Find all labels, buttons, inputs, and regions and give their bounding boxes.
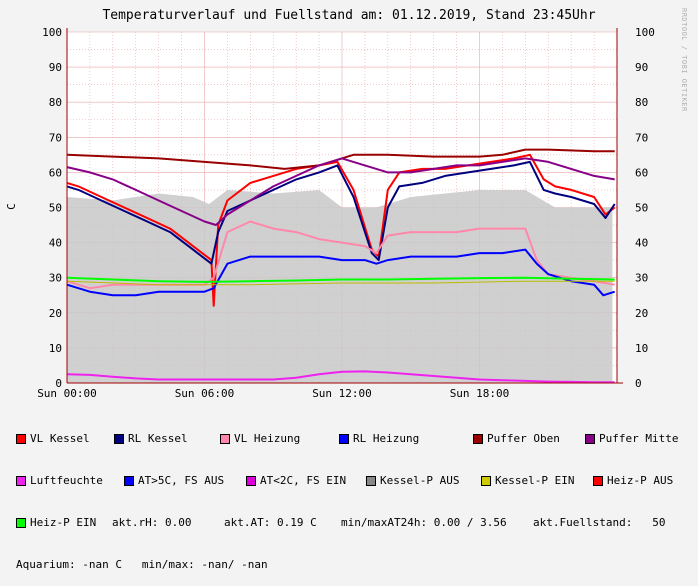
- y-tick-label: 30: [49, 272, 62, 285]
- legend-item-at-gt5: AT>5C, FS AUS: [124, 474, 246, 488]
- legend-swatch: [16, 476, 26, 486]
- y-tick-label-right: 90: [635, 61, 648, 74]
- series-vl-kessel: [66, 153, 616, 307]
- legend-swatch: [246, 476, 256, 486]
- legend-item-kessel-p-ein: Kessel-P EIN: [481, 474, 593, 488]
- legend-swatch: [16, 434, 26, 444]
- legend-row-3: Heiz-P EIN akt.rH: 0.00 akt.AT: 0.19 C m…: [16, 516, 678, 530]
- y-tick-label-right: 60: [635, 166, 648, 179]
- y-tick-label-right: 30: [635, 272, 648, 285]
- y-tick-label-right: 40: [635, 237, 648, 250]
- legend-item-vl-kessel: VL Kessel: [16, 432, 114, 446]
- x-tick-label: Sun 12:00: [312, 387, 372, 400]
- y-tick-label-right: 0: [635, 377, 642, 390]
- y-tick-label: 20: [49, 307, 62, 320]
- y-tick-label-right: 10: [635, 342, 648, 355]
- legend-swatch: [481, 476, 491, 486]
- chart-plot: 0 0 10 10 20 20 30 30 40 40 50 50 60 60 70 70 80 80 90 90 10…: [37, 26, 655, 400]
- legend-label: Heiz-P EIN: [30, 516, 97, 529]
- y-tick-label: 0: [55, 377, 62, 390]
- axes: [66, 28, 623, 384]
- legend-swatch: [124, 476, 134, 486]
- legend-item-at-lt2: AT<2C, FS EIN: [246, 474, 366, 488]
- y-tick-label-right: 20: [635, 307, 648, 320]
- series-puffer-mitte: [66, 157, 615, 226]
- y-tick-label-right: 80: [635, 96, 648, 109]
- area-kessel-p-aus: [67, 189, 613, 383]
- stat-aquarium: Aquarium: -nan C min/max: -nan/ -nan: [16, 558, 268, 571]
- series-heiz-p-ein: [66, 276, 615, 283]
- legend-item-rl-heizung: RL Heizung: [339, 432, 473, 446]
- x-tick-label: Sun 06:00: [175, 387, 235, 400]
- y-tick-label: 90: [49, 61, 62, 74]
- stat-minmax: min/maxAT24h: 0.00 / 3.56: [341, 516, 507, 529]
- legend-label: Heiz-P AUS: [607, 474, 674, 487]
- legend-swatch: [339, 434, 349, 444]
- series-rl-heizung: [66, 248, 616, 297]
- y-tick-label: 80: [49, 96, 62, 109]
- legend-item-kessel-p-aus: Kessel-P AUS: [366, 474, 481, 488]
- y-tick-label: 40: [49, 237, 62, 250]
- legend-label: Luftfeuchte: [30, 474, 103, 487]
- legend-label: Puffer Mitte: [599, 432, 679, 445]
- legend-item-vl-heizung: VL Heizung: [220, 432, 339, 446]
- stat-rh: akt.rH: 0.00: [112, 516, 192, 529]
- stat-fuellstand: akt.Fuellstand: 50: [533, 516, 666, 529]
- legend-label: Kessel-P EIN: [495, 474, 575, 487]
- legend-label: AT<2C, FS EIN: [260, 474, 347, 487]
- watermark: RRDTOOL / TOBI OETIKER: [680, 8, 688, 112]
- x-tick-label: Sun 18:00: [450, 387, 510, 400]
- legend-item-puffer-oben: Puffer Oben: [473, 432, 585, 446]
- legend-swatch: [473, 434, 483, 444]
- legend-swatch: [220, 434, 230, 444]
- y-tick-label-right: 70: [635, 131, 648, 144]
- legend-label: Kessel-P AUS: [380, 474, 460, 487]
- legend: VL Kessel RL Kessel VL Heizung RL Heizun…: [16, 404, 678, 586]
- stat-at: akt.AT: 0.19 C: [224, 516, 317, 529]
- y-tick-label: 10: [49, 342, 62, 355]
- series-rl-kessel: [66, 160, 616, 265]
- series-puffer-oben: [66, 148, 615, 170]
- legend-item-luftfeuchte: Luftfeuchte: [16, 474, 124, 488]
- y-tick-label-right: 50: [635, 202, 648, 215]
- legend-item-heiz-p-aus: Heiz-P AUS: [593, 474, 673, 488]
- legend-label: VL Kessel: [30, 432, 90, 445]
- area-layer: [67, 189, 613, 383]
- legend-label: Puffer Oben: [487, 432, 560, 445]
- y-tick-label: 60: [49, 166, 62, 179]
- y-tick-label-right: 100: [635, 26, 655, 39]
- y-tick-label: 70: [49, 131, 62, 144]
- legend-label: RL Heizung: [353, 432, 420, 445]
- legend-swatch: [585, 434, 595, 444]
- legend-item-heiz-p-ein: Heiz-P EIN: [16, 516, 112, 530]
- legend-item-puffer-mitte: Puffer Mitte: [585, 432, 678, 446]
- y-tick-label: 100: [42, 26, 62, 39]
- tick-labels: 0 0 10 10 20 20 30 30 40 40 50 50 60 60 70 70 80 80 90 90 10…: [37, 26, 655, 400]
- legend-item-rl-kessel: RL Kessel: [114, 432, 220, 446]
- series-layer: [66, 148, 616, 384]
- legend-swatch: [593, 476, 603, 486]
- legend-row-2: Luftfeuchte AT>5C, FS AUS AT<2C, FS EIN …: [16, 474, 678, 488]
- legend-label: AT>5C, FS AUS: [138, 474, 225, 487]
- legend-label: VL Heizung: [234, 432, 301, 445]
- legend-label: RL Kessel: [128, 432, 188, 445]
- chart-title: Temperaturverlauf und Fuellstand am: 01.…: [102, 8, 596, 23]
- legend-swatch: [114, 434, 124, 444]
- series-kessel-p-ein: [66, 280, 615, 286]
- legend-row-4: Aquarium: -nan C min/max: -nan/ -nan: [16, 558, 678, 572]
- series-luftfeuchte: [66, 370, 615, 384]
- x-tick-label: Sun 00:00: [37, 387, 97, 400]
- legend-swatch: [366, 476, 376, 486]
- legend-swatch: [16, 518, 26, 528]
- y-tick-label: 50: [49, 202, 62, 215]
- legend-row-1: VL Kessel RL Kessel VL Heizung RL Heizun…: [16, 432, 678, 446]
